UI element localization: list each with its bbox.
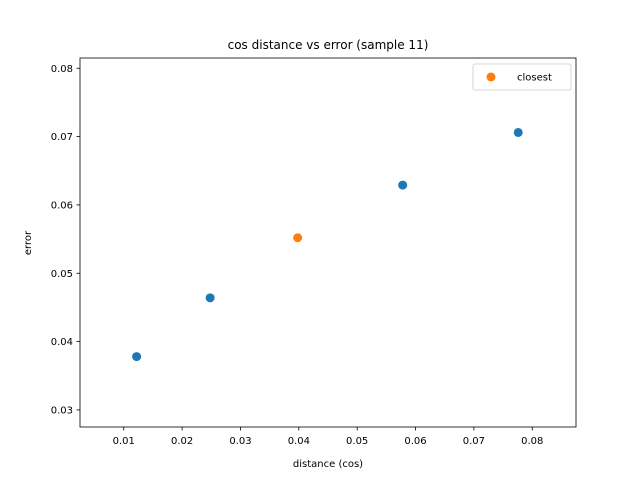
y-tick-label: 0.04 [51,337,73,348]
x-tick-label: 0.01 [113,436,135,447]
x-tick-label: 0.04 [288,436,310,447]
y-tick-label: 0.06 [51,201,73,212]
y-axis: 0.03 0.04 0.05 0.06 0.07 0.08 [51,64,80,417]
data-point [398,180,408,190]
plot-frame [79,57,577,428]
plot-area [79,57,577,428]
data-point [205,293,215,303]
y-tick-label: 0.03 [51,406,73,417]
data-point [132,352,142,362]
data-point [513,127,523,137]
x-tick-label: 0.02 [171,436,193,447]
y-tick-label: 0.05 [51,269,73,280]
x-tick-label: 0.03 [229,436,251,447]
x-axis-title: distance (cos) [293,459,363,470]
y-tick-label: 0.07 [51,132,73,143]
closest-point [293,233,303,243]
legend-label: closest [517,73,552,84]
y-tick-label: 0.08 [51,64,73,75]
legend-marker [486,72,496,82]
chart-title: cos distance vs error (sample 11) [228,38,429,52]
x-axis: 0.01 0.02 0.03 0.04 0.05 0.06 0.07 0.08 [113,427,543,447]
legend-box [472,63,572,91]
x-tick-label: 0.05 [346,436,368,447]
x-tick-label: 0.07 [463,436,485,447]
x-tick-label: 0.08 [521,436,543,447]
y-axis-title: error [23,230,34,255]
data-points [132,127,523,362]
x-tick-label: 0.06 [404,436,426,447]
legend: closest [472,63,572,91]
